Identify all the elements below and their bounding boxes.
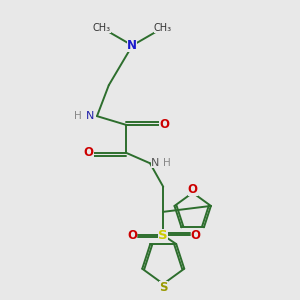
Text: O: O xyxy=(188,183,198,196)
Text: N: N xyxy=(151,158,160,168)
Text: O: O xyxy=(84,146,94,159)
Text: S: S xyxy=(158,229,168,242)
Text: H: H xyxy=(74,111,82,121)
Text: S: S xyxy=(159,281,167,294)
Text: H: H xyxy=(163,158,171,168)
Text: O: O xyxy=(127,229,137,242)
Text: CH₃: CH₃ xyxy=(154,23,172,33)
Text: O: O xyxy=(159,118,169,131)
Text: N: N xyxy=(127,39,137,52)
Text: O: O xyxy=(190,229,201,242)
Text: CH₃: CH₃ xyxy=(93,23,111,33)
Text: N: N xyxy=(85,111,94,121)
